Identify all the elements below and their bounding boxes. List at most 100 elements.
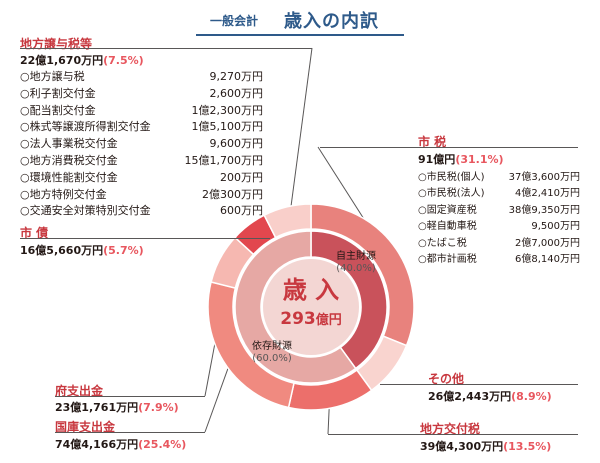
category-total-other: 26億2,443万円(8.9%) <box>428 388 552 404</box>
list-item: ○利子割交付金 2,600万円 <box>20 85 263 101</box>
item-list-city-tax: ○市民税(個人) 37億3,600万円 ○市民税(法人) 4億2,410万円 ○固定資産… <box>418 168 580 268</box>
category-pct: (25.4%) <box>138 438 187 451</box>
category-amount: 16億5,660万円 <box>20 244 104 257</box>
category-total-prefecture: 23億1,761万円(7.9%) <box>55 399 179 415</box>
list-item-label: ○軽自動車税 <box>418 221 477 233</box>
list-item: ○株式等譲渡所得割交付金 1億5,100万円 <box>20 118 263 134</box>
category-pct: (13.5%) <box>503 440 552 453</box>
list-item-amount: 6億8,140万円 <box>515 254 580 265</box>
category-pct: (8.9%) <box>511 390 552 403</box>
category-pct: (7.9%) <box>138 401 179 414</box>
category-amount: 23億1,761万円 <box>55 401 139 414</box>
list-item-amount: 9,500万円 <box>531 221 580 233</box>
list-item-label: ○株式等譲渡所得割交付金 <box>20 120 151 134</box>
list-item-label: ○地方特例交付金 <box>20 187 107 201</box>
underline-city-tax <box>320 147 578 148</box>
category-title-local-allocation: 地方交付税 <box>420 422 481 436</box>
header-subtitle: 一般会計 <box>210 14 259 28</box>
category-title-city-bonds: 市 債 <box>20 226 49 240</box>
list-item: ○軽自動車税 9,500万円 <box>418 217 580 232</box>
item-list-local-transfer-tax: ○地方譲与税 9,270万円 ○利子割交付金 2,600万円 ○配当割交付金 1億2,30… <box>20 68 263 218</box>
list-item: ○環境性能割交付金 200万円 <box>20 169 263 185</box>
inner-pct-self: (40.0%) <box>336 263 376 274</box>
header-underline <box>196 34 404 36</box>
list-item-label: ○環境性能割交付金 <box>20 170 118 184</box>
category-total-national: 74億4,166万円(25.4%) <box>55 436 186 452</box>
inner-ring <box>234 230 388 384</box>
list-item-amount: 15億1,700万円 <box>184 154 264 167</box>
list-item-amount: 37億3,600万円 <box>508 172 580 183</box>
underline-national <box>55 432 205 433</box>
inner-slice-1 <box>234 230 357 384</box>
list-item-amount: 38億9,350万円 <box>508 204 580 216</box>
list-item: ○固定資産税 38億9,350万円 <box>418 201 580 216</box>
list-item-label: ○地方消費税交付金 <box>20 154 118 167</box>
list-item-label: ○市民税(個人) <box>418 172 485 183</box>
category-total-local-allocation: 39億4,300万円(13.5%) <box>420 438 551 454</box>
list-item-label: ○交通安全対策特別交付金 <box>20 204 151 218</box>
inner-slice-0 <box>310 230 388 370</box>
list-item: ○地方譲与税 9,270万円 <box>20 68 263 84</box>
category-pct: (7.5%) <box>103 54 144 67</box>
underline-local-allocation <box>328 434 578 435</box>
list-item-amount: 4億2,410万円 <box>515 188 580 200</box>
list-item-label: ○市民税(法人) <box>418 188 485 200</box>
list-item-amount: 1億2,300万円 <box>191 103 264 117</box>
center-disc <box>263 259 359 355</box>
list-item: ○都市計画税 6億8,140万円 <box>418 250 580 265</box>
list-item-amount: 9,600万円 <box>209 137 264 151</box>
list-item-amount: 9,270万円 <box>209 70 264 83</box>
list-item-amount: 600万円 <box>220 204 263 218</box>
list-item: ○配当割交付金 1億2,300万円 <box>20 102 263 118</box>
center-amount-value: 293 <box>280 309 316 329</box>
list-item-label: ○地方譲与税 <box>20 70 85 83</box>
outer-slice-6 <box>263 203 312 239</box>
inner-label-dependent: 依存財源 <box>252 339 292 352</box>
category-total-local-transfer-tax: 22億1,670万円(7.5%) <box>20 52 144 68</box>
category-title-prefecture: 府支出金 <box>55 384 104 398</box>
outer-ring <box>207 203 415 411</box>
inner-pct-dependent: (60.0%) <box>252 353 292 364</box>
underline-local-transfer-tax <box>20 48 312 49</box>
list-item-amount: 200万円 <box>220 170 263 184</box>
category-amount: 39億4,300万円 <box>420 440 504 453</box>
category-total-city-tax: 91億円(31.1%) <box>418 151 504 167</box>
list-item-label: ○都市計画税 <box>418 254 477 265</box>
category-title-city-tax: 市 税 <box>418 135 447 149</box>
category-amount: 22億1,670万円 <box>20 54 104 67</box>
center-amount: 293億円 <box>280 309 342 329</box>
category-pct: (5.7%) <box>103 244 144 257</box>
list-item: ○たばこ税 2億7,000万円 <box>418 234 580 249</box>
underline-other <box>380 384 578 385</box>
center-title: 歳 入 <box>283 276 339 304</box>
category-amount: 74億4,166万円 <box>55 438 139 451</box>
list-item-label: ○利子割交付金 <box>20 86 96 100</box>
list-item-amount: 2億7,000万円 <box>515 237 580 249</box>
underline-prefecture <box>55 396 205 397</box>
list-item: ○市民税(法人) 4億2,410万円 <box>418 184 580 199</box>
category-title-local-transfer-tax: 地方譲与税等 <box>20 37 93 51</box>
list-item-amount: 1億5,100万円 <box>191 120 264 134</box>
leader-line-6 <box>289 47 313 218</box>
inner-label-self: 自主財源 <box>336 249 376 262</box>
list-item: ○交通安全対策特別交付金 600万円 <box>20 202 263 218</box>
category-amount: 26億2,443万円 <box>428 390 512 403</box>
center-amount-unit: 億円 <box>316 312 342 328</box>
category-amount: 91億円 <box>418 153 456 166</box>
underline-city-bonds <box>20 238 270 239</box>
list-item-label: ○たばこ税 <box>418 237 467 249</box>
list-item-amount: 2億300万円 <box>202 187 263 201</box>
list-item-amount: 2,600万円 <box>209 86 264 100</box>
list-item: ○地方特例交付金 2億300万円 <box>20 186 263 202</box>
list-item: ○市民税(個人) 37億3,600万円 <box>418 168 580 183</box>
list-item-label: ○固定資産税 <box>418 204 477 216</box>
category-title-other: その他 <box>428 372 465 386</box>
page-title: 歳入の内訳 <box>284 11 379 32</box>
page-header: 一般会計 歳入の内訳 <box>196 6 404 36</box>
list-item: ○地方消費税交付金 15億1,700万円 <box>20 152 263 168</box>
category-pct: (31.1%) <box>455 153 504 166</box>
list-item-label: ○配当割交付金 <box>20 103 96 117</box>
list-item-label: ○法人事業税交付金 <box>20 137 118 151</box>
category-title-national: 国庫支出金 <box>55 420 116 434</box>
